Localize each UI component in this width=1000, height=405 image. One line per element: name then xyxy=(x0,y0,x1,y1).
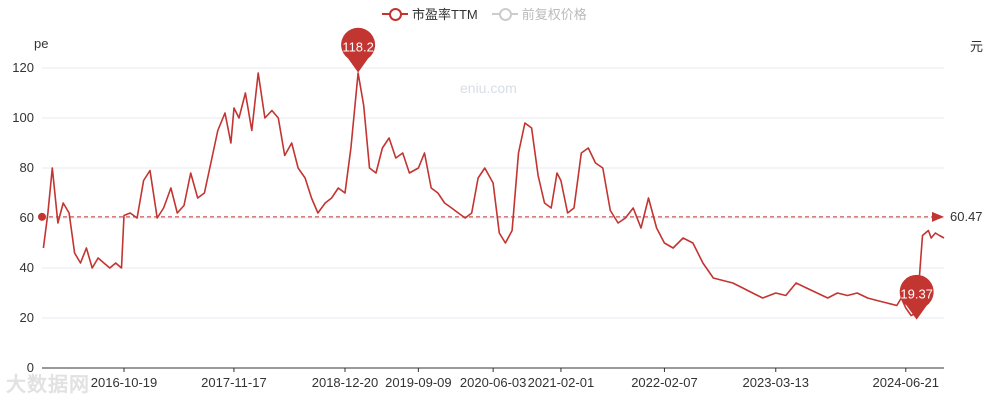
logo-watermark: 大数据网 xyxy=(6,374,90,396)
max-marker-pin xyxy=(341,27,376,73)
legend-pe-label: 市盈率TTM xyxy=(412,7,478,22)
y-axis-left-unit: pe xyxy=(34,36,49,51)
x-tick-label: 2024-06-21 xyxy=(873,375,940,390)
min-marker-pin xyxy=(899,274,934,320)
y-tick-label: 80 xyxy=(20,160,34,175)
y-tick-label: 40 xyxy=(20,260,34,275)
y-tick-label: 100 xyxy=(12,110,34,125)
y-tick-label: 20 xyxy=(20,310,34,325)
average-value-label: 60.47 xyxy=(950,209,983,224)
legend-item-price[interactable]: 前复权价格 xyxy=(491,4,587,23)
x-tick-label: 2022-02-07 xyxy=(631,375,698,390)
x-tick-label: 2021-02-01 xyxy=(528,375,595,390)
min-marker-label: 19.37 xyxy=(900,287,933,302)
legend-price-label: 前复权价格 xyxy=(521,7,587,22)
average-line-start-dot xyxy=(38,212,46,221)
y-axis-right-unit: 元 xyxy=(970,39,984,54)
y-tick-label: 60 xyxy=(20,210,34,225)
x-tick-label: 2023-03-13 xyxy=(743,375,810,390)
pe-series-line xyxy=(42,72,945,317)
x-tick-label: 2019-09-09 xyxy=(385,375,452,390)
legend-line-circle-icon xyxy=(382,7,408,21)
x-tick-label: 2018-12-20 xyxy=(312,375,379,390)
site-watermark: eniu.com xyxy=(460,80,517,96)
x-tick-label: 2020-06-03 xyxy=(460,375,527,390)
average-line-arrow xyxy=(932,211,944,222)
max-marker-label: 118.2 xyxy=(342,40,374,55)
chart-legend: 市盈率TTM 前复权价格 xyxy=(382,4,601,23)
x-tick-label: 2016-10-19 xyxy=(91,375,158,390)
legend-item-pe[interactable]: 市盈率TTM xyxy=(382,4,478,23)
x-tick-label: 2017-11-17 xyxy=(201,375,267,390)
legend-line-circle-icon xyxy=(491,7,518,21)
y-tick-label: 120 xyxy=(12,60,34,75)
y-tick-label: 0 xyxy=(27,360,34,375)
